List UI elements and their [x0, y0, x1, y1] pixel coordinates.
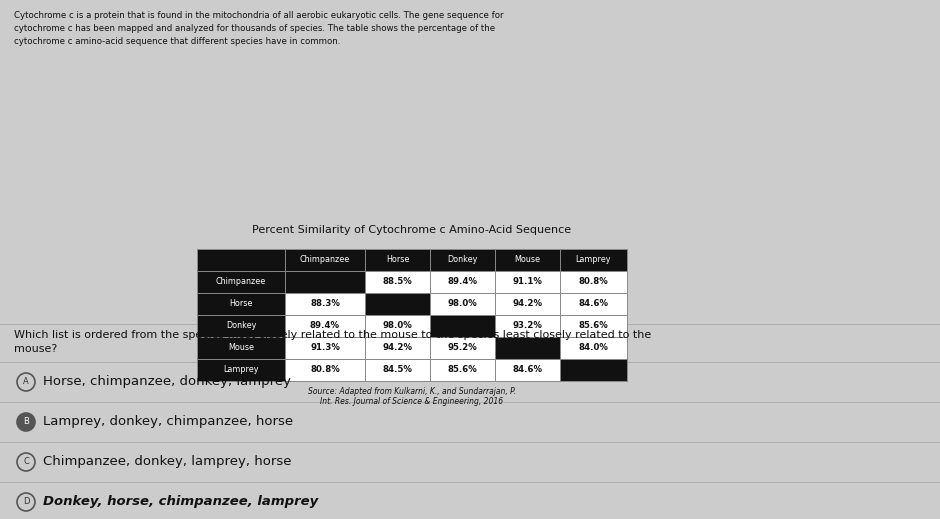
Bar	[430, 359, 495, 381]
Bar	[285, 315, 365, 337]
Bar	[560, 249, 627, 271]
Text: Chimpanzee: Chimpanzee	[300, 255, 350, 265]
Bar	[560, 337, 627, 359]
Bar	[430, 249, 495, 271]
Bar	[197, 359, 285, 381]
Bar	[430, 271, 495, 293]
Bar	[365, 359, 430, 381]
Text: cytochrome c has been mapped and analyzed for thousands of species. The table sh: cytochrome c has been mapped and analyze…	[14, 24, 495, 33]
Text: 84.6%: 84.6%	[578, 299, 608, 308]
Bar	[430, 293, 495, 315]
Text: 84.6%: 84.6%	[512, 365, 542, 375]
Text: Lamprey: Lamprey	[224, 365, 258, 375]
Text: 85.6%: 85.6%	[447, 365, 478, 375]
Text: Horse: Horse	[385, 255, 409, 265]
Bar	[560, 271, 627, 293]
Bar	[365, 315, 430, 337]
Bar	[197, 249, 285, 271]
Text: 88.3%: 88.3%	[310, 299, 340, 308]
Bar	[560, 359, 627, 381]
Bar	[495, 293, 560, 315]
Text: A: A	[24, 377, 29, 387]
Text: Mouse: Mouse	[514, 255, 540, 265]
Text: 95.2%: 95.2%	[447, 344, 478, 352]
Text: 94.2%: 94.2%	[512, 299, 542, 308]
Text: 94.2%: 94.2%	[383, 344, 413, 352]
Text: Horse, chimpanzee, donkey, lamprey: Horse, chimpanzee, donkey, lamprey	[43, 376, 291, 389]
Bar	[495, 315, 560, 337]
Text: Chimpanzee, donkey, lamprey, horse: Chimpanzee, donkey, lamprey, horse	[43, 456, 291, 469]
Bar	[197, 271, 285, 293]
Text: D: D	[23, 498, 29, 507]
Text: Donkey: Donkey	[447, 255, 478, 265]
Bar	[430, 315, 495, 337]
Bar	[365, 293, 430, 315]
Bar	[197, 293, 285, 315]
Text: 91.1%: 91.1%	[512, 278, 542, 286]
Text: Source: Adapted from Kulkarni, K., and Sundarrajan, P.: Source: Adapted from Kulkarni, K., and S…	[308, 387, 516, 396]
Text: 98.0%: 98.0%	[383, 321, 413, 331]
Text: Horse: Horse	[229, 299, 253, 308]
Bar	[560, 315, 627, 337]
Text: Percent Similarity of Cytochrome c Amino-Acid Sequence: Percent Similarity of Cytochrome c Amino…	[253, 225, 572, 235]
Text: 91.3%: 91.3%	[310, 344, 340, 352]
Bar	[495, 359, 560, 381]
Bar	[285, 249, 365, 271]
Text: Which list is ordered from the species most closely related to the mouse to the : Which list is ordered from the species m…	[14, 330, 651, 340]
Bar	[365, 249, 430, 271]
Text: Mouse: Mouse	[228, 344, 254, 352]
Text: 84.0%: 84.0%	[578, 344, 608, 352]
Text: Lamprey: Lamprey	[575, 255, 611, 265]
Text: Cytochrome c is a protein that is found in the mitochondria of all aerobic eukar: Cytochrome c is a protein that is found …	[14, 11, 504, 20]
Text: 85.6%: 85.6%	[579, 321, 608, 331]
Bar	[285, 293, 365, 315]
Bar	[285, 271, 365, 293]
Bar	[285, 337, 365, 359]
Circle shape	[17, 413, 35, 431]
Text: 89.4%: 89.4%	[447, 278, 478, 286]
Text: Lamprey, donkey, chimpanzee, horse: Lamprey, donkey, chimpanzee, horse	[43, 416, 293, 429]
Bar	[560, 293, 627, 315]
Text: Donkey, horse, chimpanzee, lamprey: Donkey, horse, chimpanzee, lamprey	[43, 496, 319, 509]
Bar	[495, 271, 560, 293]
Text: B: B	[24, 417, 29, 427]
Text: Int. Res. Journal of Science & Engineering, 2016: Int. Res. Journal of Science & Engineeri…	[321, 397, 504, 406]
Text: 80.8%: 80.8%	[310, 365, 340, 375]
Bar	[197, 337, 285, 359]
Text: cytochrome c amino-acid sequence that different species have in common.: cytochrome c amino-acid sequence that di…	[14, 37, 340, 46]
Bar	[197, 315, 285, 337]
Text: Donkey: Donkey	[226, 321, 257, 331]
Text: 88.5%: 88.5%	[383, 278, 413, 286]
Bar	[365, 337, 430, 359]
Bar	[285, 359, 365, 381]
Text: 84.5%: 84.5%	[383, 365, 413, 375]
Text: Chimpanzee: Chimpanzee	[216, 278, 266, 286]
Text: 98.0%: 98.0%	[447, 299, 478, 308]
Bar	[365, 271, 430, 293]
Text: C: C	[24, 458, 29, 467]
Bar	[430, 337, 495, 359]
Text: 80.8%: 80.8%	[579, 278, 608, 286]
Bar	[495, 337, 560, 359]
Text: 89.4%: 89.4%	[310, 321, 340, 331]
Text: 93.2%: 93.2%	[512, 321, 542, 331]
Bar	[495, 249, 560, 271]
Text: mouse?: mouse?	[14, 344, 57, 354]
